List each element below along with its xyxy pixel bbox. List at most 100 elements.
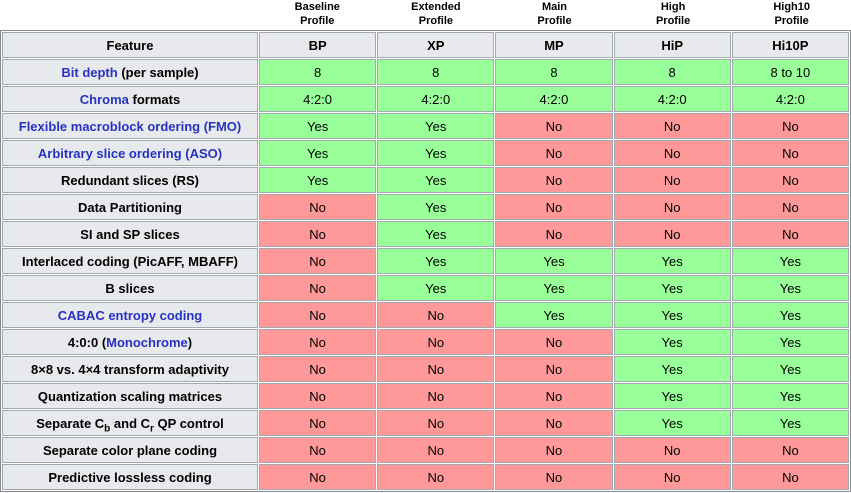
profile-name-high: High Profile bbox=[655, 1, 691, 27]
value-cell-no: No bbox=[377, 383, 495, 409]
table-row: Interlaced coding (PicAFF, MBAFF) No Yes Ye… bbox=[2, 248, 849, 274]
feature-cell: Data Partitioning bbox=[2, 194, 258, 220]
value-cell-yes: Yes bbox=[377, 113, 495, 139]
value-cell-no: No bbox=[731, 194, 849, 220]
feature-link[interactable]: Monochrome bbox=[106, 334, 188, 350]
value-cell-yes: Yes bbox=[731, 275, 849, 301]
value-cell-no: No bbox=[495, 383, 613, 409]
table-row: Predictive lossless coding No No No No No bbox=[2, 464, 849, 490]
feature-link[interactable]: Chroma bbox=[79, 91, 129, 107]
value-cell-yes: 8 to 10 bbox=[731, 59, 849, 85]
value-cell-yes: 8 bbox=[495, 59, 613, 85]
value-cell-yes: Yes bbox=[731, 410, 849, 436]
table-row: SI and SP slices No Yes No No No bbox=[2, 221, 849, 247]
value-cell-no: No bbox=[259, 329, 377, 355]
value-cell-no: No bbox=[377, 437, 495, 463]
feature-link[interactable]: Arbitrary slice ordering (ASO) bbox=[37, 145, 223, 161]
feature-text: Interlaced coding (PicAFF, MBAFF) bbox=[22, 253, 238, 269]
column-header-hi10p: Hi10P bbox=[731, 32, 849, 58]
value-cell-yes: Yes bbox=[613, 410, 731, 436]
value-cell-no: No bbox=[731, 464, 849, 490]
table-row: Separate Cb and Cr QP control No No No Yes Ye… bbox=[2, 410, 849, 436]
value-cell-yes: Yes bbox=[259, 167, 377, 193]
feature-text: Separate C bbox=[36, 415, 105, 431]
value-cell-no: No bbox=[377, 356, 495, 382]
value-cell-no: No bbox=[495, 410, 613, 436]
value-cell-no: No bbox=[613, 167, 731, 193]
value-cell-no: No bbox=[259, 221, 377, 247]
feature-text: Data Partitioning bbox=[77, 199, 182, 215]
column-header-xp: XP bbox=[377, 32, 495, 58]
value-cell-yes: Yes bbox=[377, 140, 495, 166]
value-cell-no: No bbox=[259, 410, 377, 436]
value-cell-yes: Yes bbox=[377, 221, 495, 247]
value-cell-no: No bbox=[259, 194, 377, 220]
value-cell-yes: Yes bbox=[731, 329, 849, 355]
value-cell-no: No bbox=[731, 221, 849, 247]
feature-cell: SI and SP slices bbox=[2, 221, 258, 247]
table-body: Bit depth (per sample) 8 8 8 8 8 to 10 Chroma … bbox=[2, 59, 849, 490]
feature-text: 4:0:0 ( bbox=[67, 334, 107, 350]
value-cell-yes: Yes bbox=[377, 167, 495, 193]
value-cell-no: No bbox=[495, 464, 613, 490]
value-cell-yes: 4:2:0 bbox=[377, 86, 495, 112]
feature-cell: Chroma formats bbox=[2, 86, 258, 112]
value-cell-no: No bbox=[495, 140, 613, 166]
value-cell-yes: Yes bbox=[613, 329, 731, 355]
feature-cell: 8×8 vs. 4×4 transform adaptivity bbox=[2, 356, 258, 382]
value-cell-no: No bbox=[731, 140, 849, 166]
value-cell-yes: Yes bbox=[259, 140, 377, 166]
value-cell-yes: Yes bbox=[613, 356, 731, 382]
feature-text: formats bbox=[128, 91, 181, 107]
value-cell-yes: Yes bbox=[613, 383, 731, 409]
feature-cell: Interlaced coding (PicAFF, MBAFF) bbox=[2, 248, 258, 274]
column-header-mp: MP bbox=[495, 32, 613, 58]
feature-link[interactable]: Flexible macroblock ordering (FMO) bbox=[18, 118, 242, 134]
table-row: Separate color plane coding No No No No No bbox=[2, 437, 849, 463]
feature-text: r bbox=[150, 423, 154, 435]
feature-cell: Arbitrary slice ordering (ASO) bbox=[2, 140, 258, 166]
value-cell-yes: Yes bbox=[495, 248, 613, 274]
value-cell-no: No bbox=[377, 302, 495, 328]
table-header-row: Feature BP XP MP HiP Hi10P bbox=[2, 32, 849, 58]
value-cell-no: No bbox=[495, 356, 613, 382]
feature-link[interactable]: CABAC entropy coding bbox=[57, 307, 203, 323]
value-cell-yes: 4:2:0 bbox=[613, 86, 731, 112]
feature-cell: CABAC entropy coding bbox=[2, 302, 258, 328]
feature-link[interactable]: Bit depth bbox=[61, 64, 118, 80]
value-cell-yes: Yes bbox=[731, 383, 849, 409]
feature-cell: Flexible macroblock ordering (FMO) bbox=[2, 113, 258, 139]
value-cell-no: No bbox=[377, 410, 495, 436]
feature-text: and C bbox=[110, 415, 151, 431]
value-cell-no: No bbox=[495, 329, 613, 355]
value-cell-yes: Yes bbox=[613, 275, 731, 301]
feature-cell: Separate Cb and Cr QP control bbox=[2, 410, 258, 436]
value-cell-no: No bbox=[613, 437, 731, 463]
value-cell-yes: Yes bbox=[377, 275, 495, 301]
profile-name-high10: High10 Profile bbox=[773, 1, 811, 27]
value-cell-no: No bbox=[259, 437, 377, 463]
value-cell-yes: Yes bbox=[613, 302, 731, 328]
value-cell-yes: Yes bbox=[731, 248, 849, 274]
value-cell-no: No bbox=[259, 248, 377, 274]
value-cell-yes: 8 bbox=[377, 59, 495, 85]
value-cell-yes: Yes bbox=[731, 356, 849, 382]
feature-text: QP control bbox=[153, 415, 224, 431]
table-row: Chroma formats 4:2:0 4:2:0 4:2:0 4:2:0 4:2:0 bbox=[2, 86, 849, 112]
table-row: CABAC entropy coding No No Yes Yes Yes bbox=[2, 302, 849, 328]
profile-names-header: Baseline Profile Extended Profile Main P… bbox=[0, 0, 851, 30]
value-cell-yes: 8 bbox=[259, 59, 377, 85]
value-cell-no: No bbox=[495, 113, 613, 139]
feature-text: Quantization scaling matrices bbox=[37, 388, 223, 404]
feature-text: Separate color plane coding bbox=[42, 442, 218, 458]
feature-text: B slices bbox=[105, 280, 155, 296]
column-header-bp: BP bbox=[259, 32, 377, 58]
value-cell-no: No bbox=[613, 221, 731, 247]
value-cell-yes: 4:2:0 bbox=[495, 86, 613, 112]
value-cell-no: No bbox=[259, 464, 377, 490]
table-row: 8×8 vs. 4×4 transform adaptivity No No No Ye… bbox=[2, 356, 849, 382]
feature-cell: 4:0:0 (Monochrome) bbox=[2, 329, 258, 355]
table-row: Arbitrary slice ordering (ASO) Yes Yes No No… bbox=[2, 140, 849, 166]
feature-cell: Redundant slices (RS) bbox=[2, 167, 258, 193]
feature-cell: B slices bbox=[2, 275, 258, 301]
